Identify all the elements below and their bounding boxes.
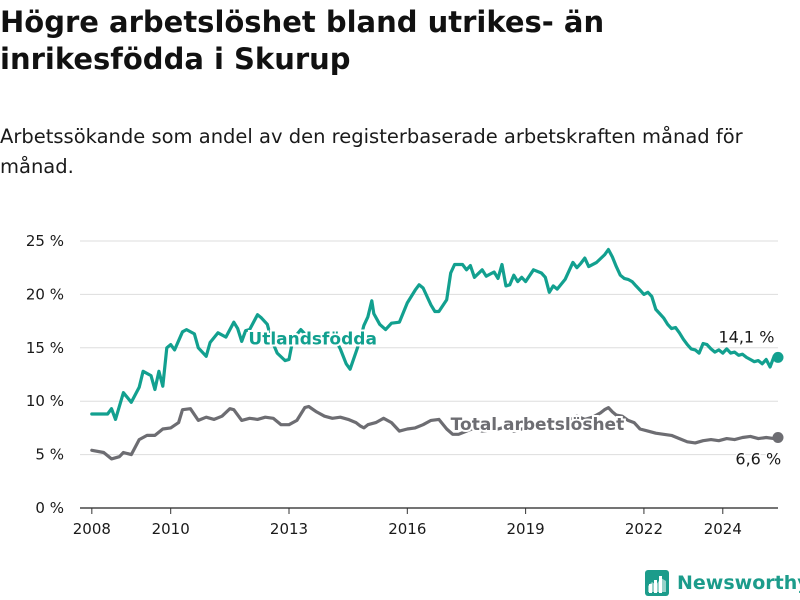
- total-end-label: 6,6 %: [735, 450, 781, 469]
- brand-logo: Newsworthy: [645, 568, 800, 598]
- total-arbetsloshet-line: [90, 404, 780, 461]
- utlandsfodda-end-marker: [772, 351, 784, 363]
- y-tick-label: 20 %: [26, 285, 64, 303]
- chart-title: Högre arbetslöshet bland utrikes- än inr…: [0, 5, 605, 76]
- y-tick-label: 10 %: [26, 392, 64, 410]
- utlandsfodda-end-label: 14,1 %: [718, 327, 774, 346]
- y-tick-label: 5 %: [35, 446, 64, 464]
- newsworthy-logo-icon: [645, 570, 669, 596]
- series-labels: Utlandsfödda 14,1 % Total arbetslöshet 6,6 …: [246, 326, 782, 470]
- y-tick-label: 0 %: [35, 499, 64, 517]
- y-tick-label: 25 %: [26, 232, 64, 250]
- gridlines: [80, 240, 778, 509]
- x-tick-label: 2010: [152, 520, 190, 538]
- total-end-marker: [772, 432, 784, 444]
- x-tick-label: 2016: [388, 520, 426, 538]
- utlandsfodda-series-label: Utlandsfödda: [248, 330, 377, 350]
- x-tick-label: 2019: [507, 520, 545, 538]
- total-series-label: Total arbetslöshet: [451, 415, 625, 435]
- x-tick-label: 2008: [73, 520, 111, 538]
- series-lines: [90, 247, 784, 461]
- utlandsfodda-line: [90, 247, 780, 421]
- y-tick-label: 15 %: [26, 339, 64, 357]
- brand-name: Newsworthy: [677, 572, 800, 594]
- x-tick-label: 2013: [270, 520, 308, 538]
- axes: 0 % 5 % 10 % 15 % 20 % 25 % 2008 2010 2013 2016 20…: [26, 232, 778, 538]
- chart-subtitle: Arbetssökande som andel av den registerb…: [0, 125, 743, 178]
- x-tick-label: 2024: [704, 520, 742, 538]
- x-tick-label: 2022: [625, 520, 663, 538]
